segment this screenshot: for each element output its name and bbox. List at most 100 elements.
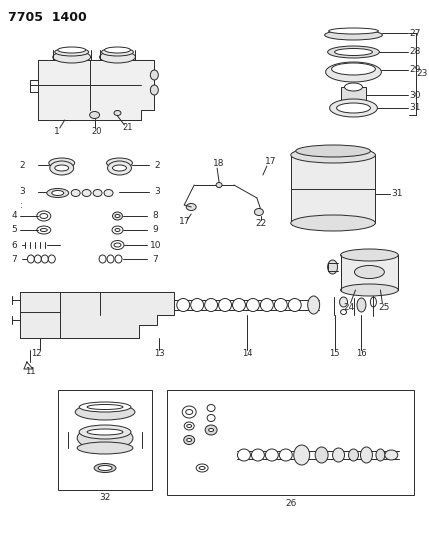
Ellipse shape [104, 190, 113, 197]
Ellipse shape [315, 447, 328, 463]
Text: 31: 31 [392, 190, 403, 198]
Text: 17: 17 [178, 217, 190, 227]
Text: 31: 31 [410, 103, 421, 112]
Ellipse shape [254, 208, 263, 215]
Ellipse shape [93, 190, 102, 197]
Text: 5: 5 [11, 225, 17, 235]
Ellipse shape [279, 449, 292, 461]
Ellipse shape [75, 404, 135, 420]
Ellipse shape [41, 255, 48, 263]
Ellipse shape [90, 111, 100, 118]
Ellipse shape [37, 226, 51, 234]
Ellipse shape [107, 255, 114, 263]
Text: 32: 32 [100, 494, 111, 503]
Ellipse shape [82, 190, 91, 197]
Ellipse shape [94, 464, 116, 472]
Ellipse shape [238, 449, 251, 461]
Ellipse shape [354, 265, 384, 279]
Ellipse shape [296, 145, 370, 157]
Ellipse shape [108, 161, 131, 175]
Text: 7705  1400: 7705 1400 [8, 11, 87, 24]
Ellipse shape [274, 298, 287, 311]
Ellipse shape [337, 103, 370, 113]
Ellipse shape [233, 298, 245, 311]
Ellipse shape [55, 48, 89, 56]
Ellipse shape [328, 46, 379, 58]
Ellipse shape [199, 466, 205, 470]
Ellipse shape [79, 402, 131, 412]
Ellipse shape [77, 442, 133, 454]
Text: 22: 22 [255, 219, 266, 228]
Ellipse shape [177, 298, 190, 311]
Text: 13: 13 [154, 350, 165, 359]
Ellipse shape [114, 110, 121, 116]
Ellipse shape [87, 405, 123, 409]
Text: 3: 3 [19, 188, 25, 197]
Ellipse shape [376, 449, 385, 461]
Text: 1: 1 [54, 126, 60, 135]
Text: 7: 7 [11, 254, 17, 263]
Ellipse shape [50, 161, 74, 175]
Text: 30: 30 [410, 91, 421, 100]
Ellipse shape [112, 212, 123, 220]
Ellipse shape [112, 165, 127, 171]
Ellipse shape [186, 204, 196, 211]
Text: 21: 21 [122, 123, 133, 132]
Ellipse shape [182, 406, 196, 418]
Text: 26: 26 [285, 498, 296, 507]
Ellipse shape [341, 284, 398, 296]
Ellipse shape [27, 255, 34, 263]
Ellipse shape [288, 298, 301, 311]
Text: 14: 14 [242, 350, 252, 359]
Ellipse shape [328, 260, 338, 274]
Text: 7: 7 [152, 254, 158, 263]
Text: 12: 12 [32, 350, 42, 359]
Ellipse shape [329, 28, 378, 34]
Ellipse shape [111, 240, 124, 249]
Text: 15: 15 [329, 350, 340, 359]
Ellipse shape [196, 464, 208, 472]
Ellipse shape [58, 47, 86, 53]
Text: 23: 23 [417, 69, 428, 78]
Ellipse shape [294, 445, 310, 465]
Ellipse shape [184, 435, 195, 445]
Ellipse shape [260, 298, 273, 311]
Ellipse shape [87, 429, 123, 435]
Ellipse shape [47, 189, 69, 198]
Ellipse shape [341, 310, 347, 314]
Ellipse shape [332, 63, 375, 75]
Ellipse shape [329, 99, 378, 117]
Text: 28: 28 [410, 47, 421, 56]
Text: 16: 16 [356, 350, 367, 359]
Text: 27: 27 [410, 28, 421, 37]
Ellipse shape [52, 190, 64, 196]
Ellipse shape [325, 30, 382, 40]
Text: 2: 2 [19, 160, 25, 169]
Ellipse shape [335, 49, 372, 55]
Ellipse shape [207, 415, 215, 422]
Text: :: : [21, 200, 23, 209]
Text: 24: 24 [343, 303, 354, 311]
Ellipse shape [332, 448, 344, 462]
Ellipse shape [48, 255, 55, 263]
Ellipse shape [115, 255, 122, 263]
Text: 8: 8 [152, 212, 158, 221]
Ellipse shape [357, 298, 366, 312]
Text: 25: 25 [379, 303, 390, 311]
Ellipse shape [370, 297, 376, 307]
Bar [291, 155, 375, 223]
Ellipse shape [308, 296, 320, 314]
Ellipse shape [53, 51, 91, 63]
Ellipse shape [49, 158, 75, 168]
Ellipse shape [55, 165, 69, 171]
Ellipse shape [186, 409, 193, 415]
Text: 17: 17 [265, 157, 277, 166]
Text: 9: 9 [152, 225, 158, 235]
Text: 18: 18 [213, 158, 225, 167]
Ellipse shape [266, 449, 278, 461]
Ellipse shape [246, 298, 260, 311]
Ellipse shape [205, 425, 217, 435]
Bar [341, 87, 366, 103]
Ellipse shape [105, 47, 130, 53]
Ellipse shape [187, 439, 192, 441]
